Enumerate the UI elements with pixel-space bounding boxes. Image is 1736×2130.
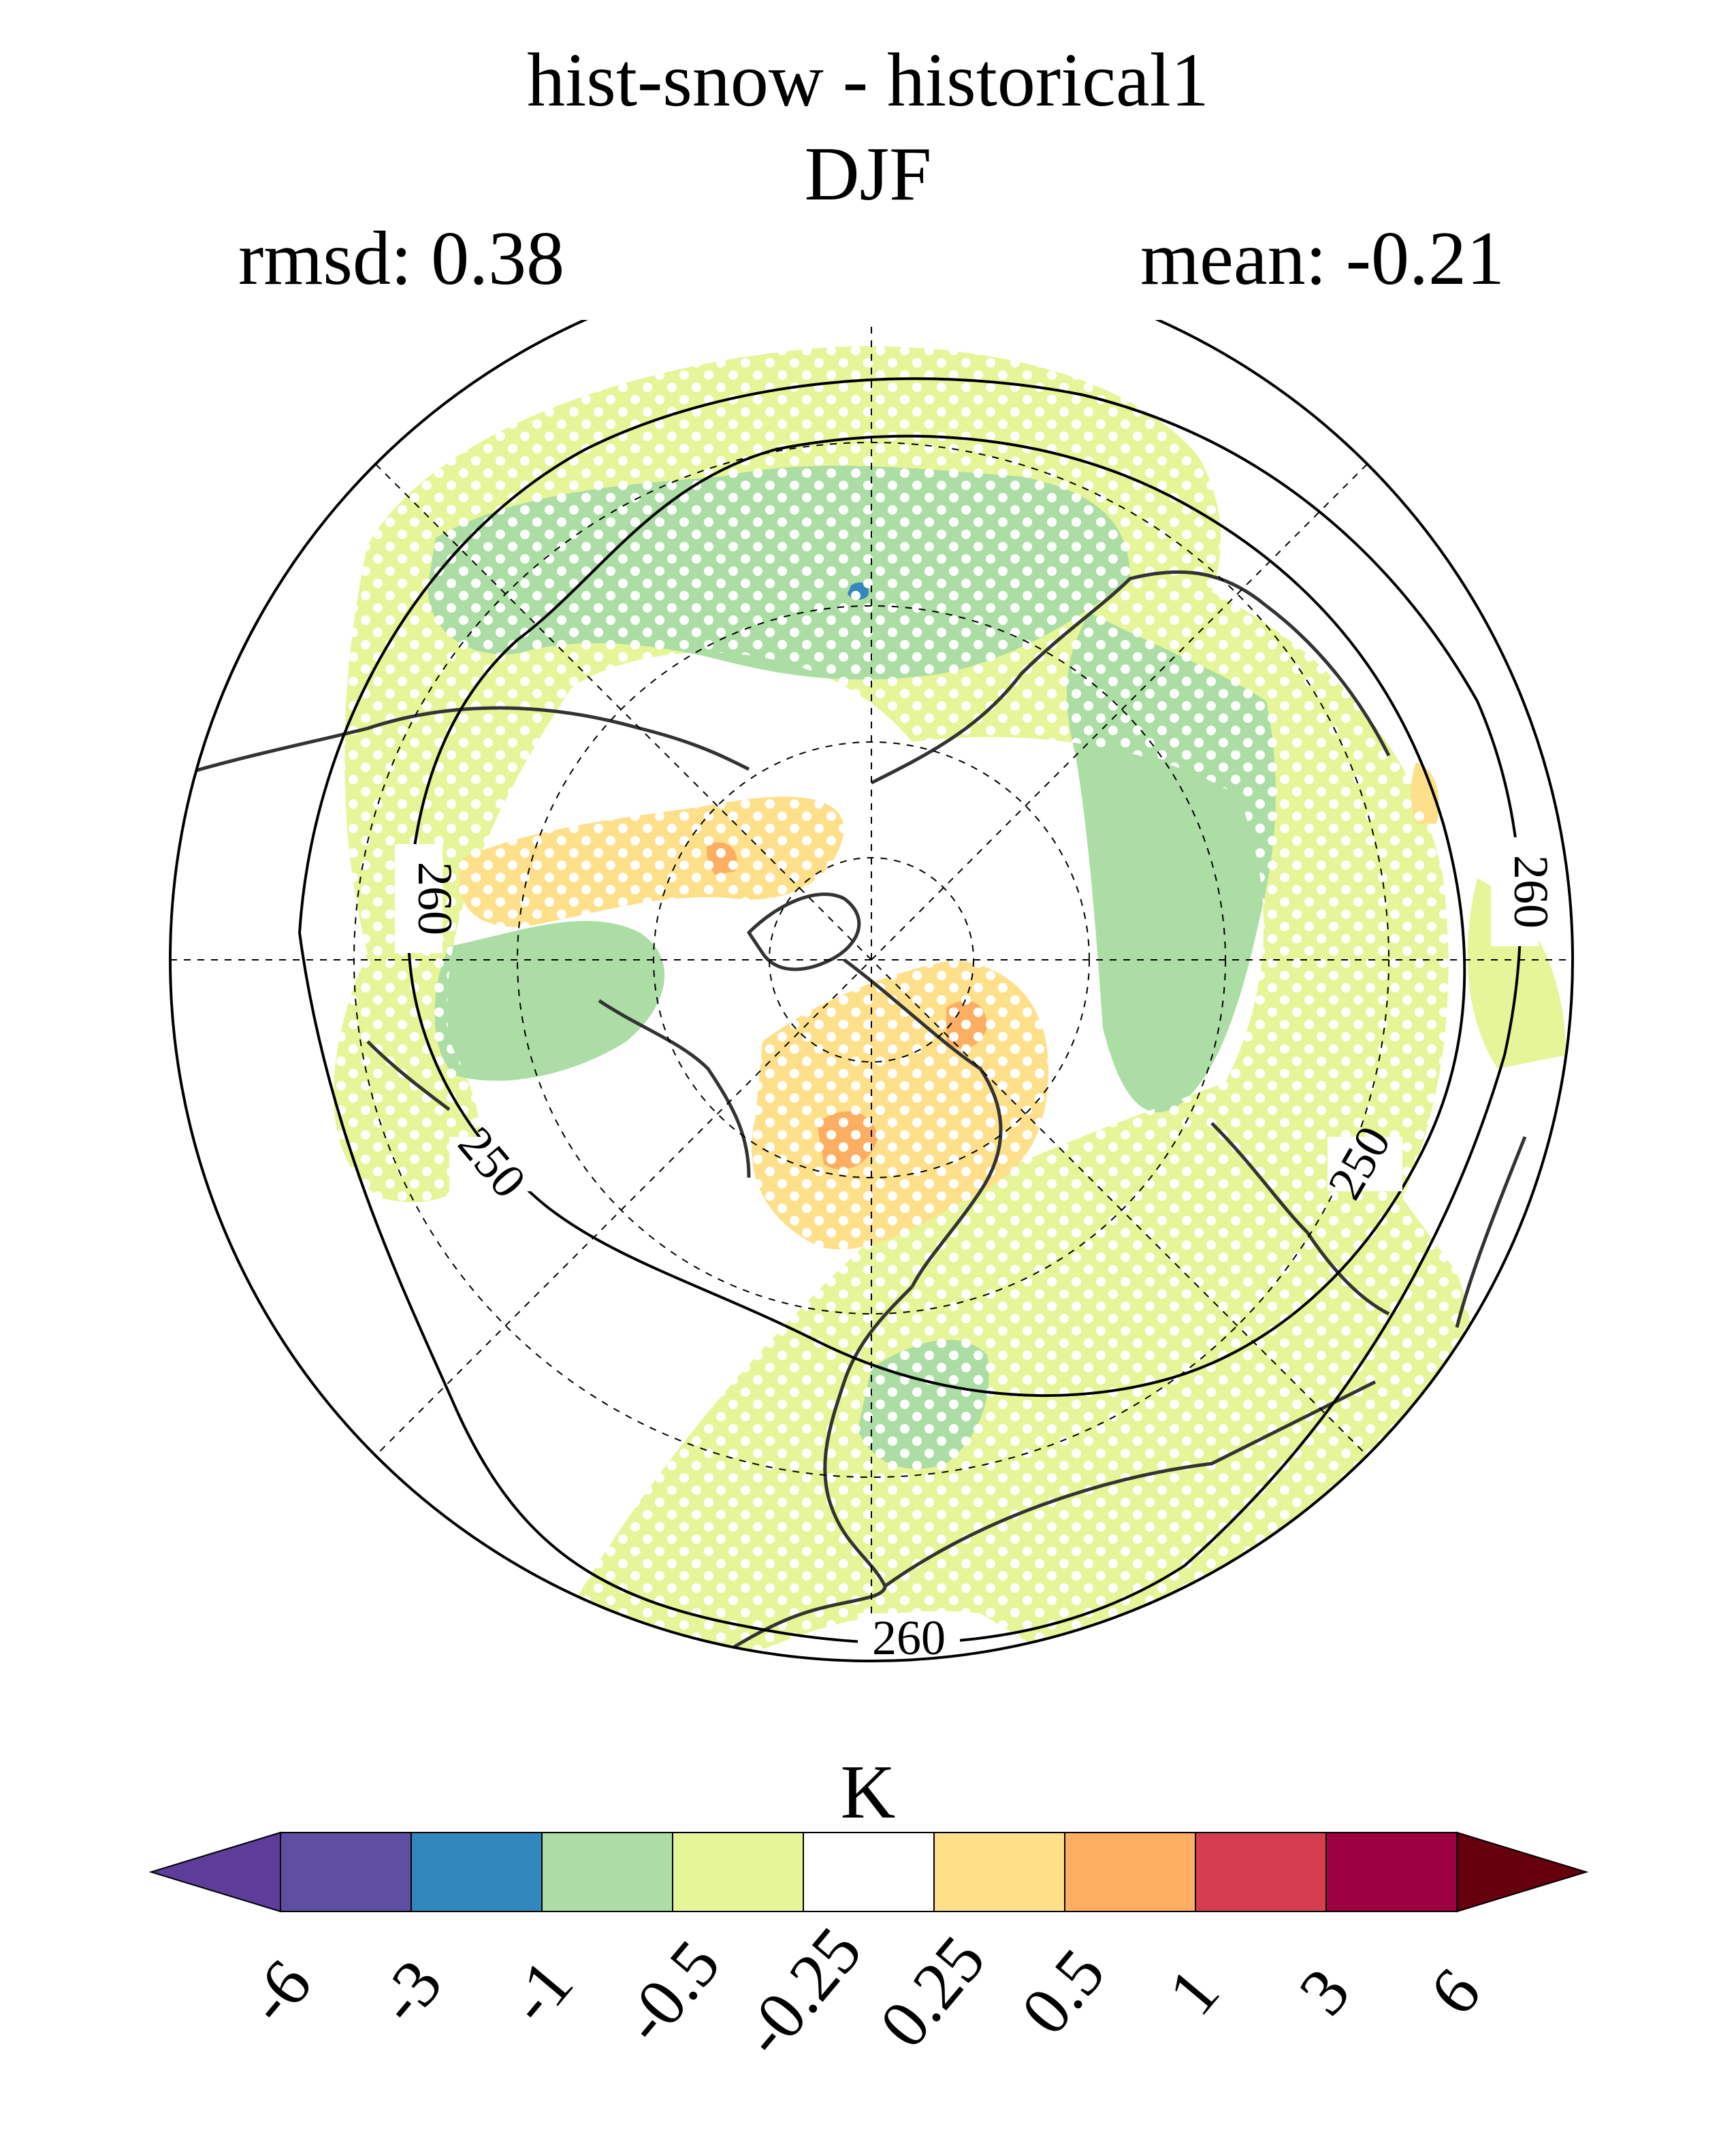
colorbar-tick-label: -1 (493, 1946, 588, 2037)
colorbar-tick-label: 0.5 (1007, 1935, 1119, 2048)
colorbar-tick-label: 0.25 (865, 1922, 1000, 2061)
figure-title: hist-snow - historical1 (527, 38, 1209, 123)
colorbar-tick-label: 6 (1415, 1954, 1495, 2029)
graticule (170, 320, 1573, 1661)
colorbar-extend-low (148, 1831, 281, 1913)
rmsd-label: rmsd: 0.38 (238, 216, 565, 301)
polar-map: 260 260 260 250 250 (169, 320, 1574, 1668)
contour-label: 260 (408, 862, 462, 935)
contour-label: 260 (872, 1611, 946, 1665)
colorbar-extend-high (1456, 1831, 1589, 1913)
colorbar-box (803, 1832, 935, 1912)
colorbar-ticks: -6 -3 -1 -0.5-0.250.25 0.5 1 3 6 (231, 1913, 1495, 2070)
contour-label: 260 (1504, 855, 1558, 929)
colorbar-tick-label: -3 (362, 1946, 457, 2037)
colorbar-box (1325, 1832, 1458, 1912)
colorbar-box (933, 1832, 1065, 1912)
colorbar-box (672, 1832, 804, 1912)
mean-label: mean: -0.21 (1140, 216, 1505, 301)
coastlines (176, 570, 1527, 1661)
mean-contours (298, 377, 1522, 1645)
colorbar-box (1195, 1832, 1327, 1912)
colorbar-tick-label: -0.25 (727, 1913, 876, 2070)
colorbar-tick-label: -0.5 (607, 1926, 735, 2057)
season-label: DJF (804, 132, 932, 216)
colorbar-boxes (148, 1831, 1589, 1913)
significance-stippling (334, 346, 1477, 1661)
anomaly-field (176, 346, 1566, 1661)
colorbar-tick-label: -6 (231, 1946, 326, 2037)
colorbar-box (280, 1832, 412, 1912)
colorbar-unit: K (841, 1756, 896, 1835)
colorbar-tick-label: 1 (1154, 1954, 1234, 2029)
map-boundary (169, 320, 1574, 1662)
colorbar-box (1064, 1832, 1196, 1912)
colorbar-box (411, 1832, 543, 1912)
colorbar-box (541, 1832, 673, 1912)
colorbar: K -6 -3 -1 -0.5-0.250.25 0.5 1 3 6 (148, 1756, 1589, 2070)
colorbar-tick-label: 3 (1285, 1954, 1364, 2029)
